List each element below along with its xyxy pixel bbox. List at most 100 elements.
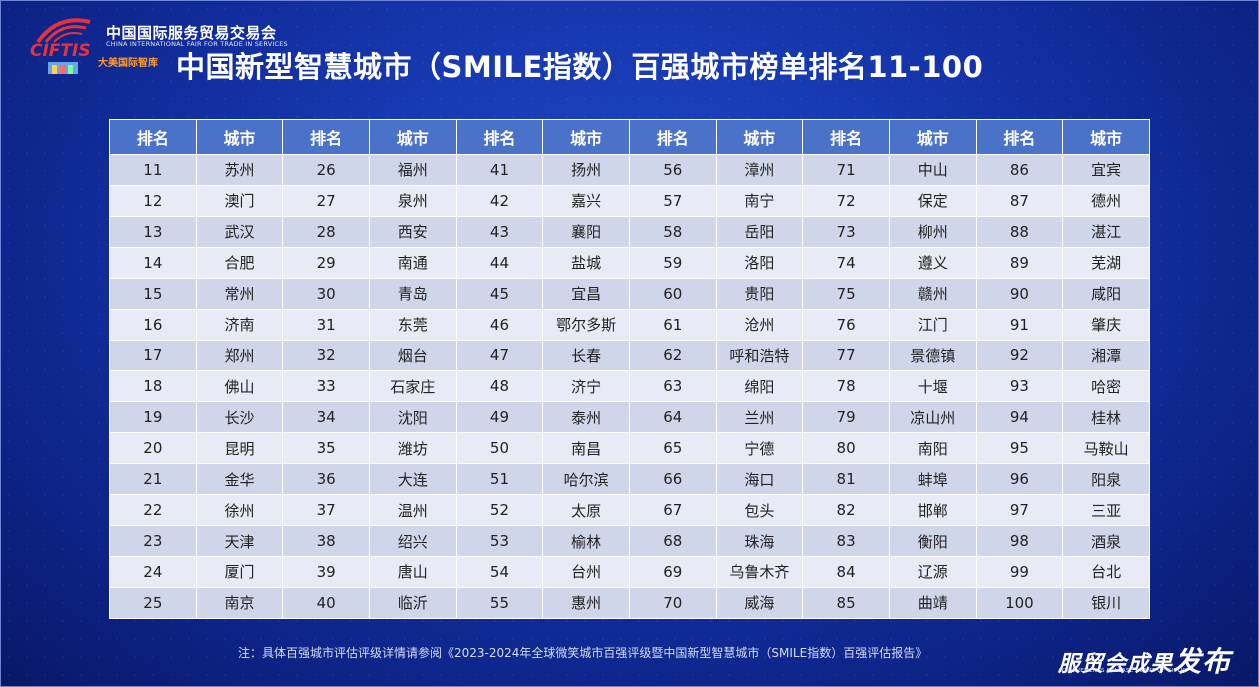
city-cell: 唐山: [368, 555, 457, 588]
city-cell: 哈密: [1062, 370, 1150, 403]
city-cell: 凉山州: [888, 401, 977, 434]
rank-cell: 56: [628, 154, 717, 186]
rank-cell: 12: [109, 184, 197, 217]
city-cell: 湛江: [1062, 215, 1150, 248]
city-cell: 洛阳: [715, 246, 804, 279]
rank-cell: 19: [109, 401, 197, 434]
rank-cell: 22: [109, 494, 197, 527]
rank-cell: 41: [455, 154, 544, 186]
city-cell: 桂林: [1062, 401, 1150, 434]
city-cell: 芜湖: [1062, 246, 1150, 279]
city-cell: 台北: [1062, 555, 1150, 588]
rank-cell: 58: [628, 215, 717, 248]
city-cell: 贵阳: [715, 277, 804, 310]
footnote: 注：具体百强城市评估评级详情请参阅《2023-2024年全球微笑城市百强评级暨中…: [238, 646, 928, 660]
table-row: 18 佛山 33 石家庄 48 济宁 63 绵阳 78 十堰 93 哈密: [109, 370, 1150, 403]
column-header-city: 城市: [195, 119, 284, 155]
city-cell: 十堰: [888, 370, 977, 403]
city-cell: 马鞍山: [1062, 432, 1150, 465]
city-cell: 榆林: [542, 525, 630, 557]
column-header-rank: 排名: [109, 119, 197, 155]
table-body: 11 苏州 26 福州 41 扬州 56 漳州 71 中山 86 宜宾 12 澳门 27 泉州 42 嘉兴 57 南宁…: [109, 154, 1150, 620]
column-header-rank: 排名: [802, 119, 890, 155]
rank-cell: 44: [455, 246, 544, 279]
city-cell: 澳门: [195, 184, 284, 217]
city-cell: 青岛: [368, 277, 457, 310]
rank-cell: 21: [109, 463, 197, 496]
org-name-en: CHINA INTERNATIONAL FAIR FOR TRADE IN SE…: [106, 40, 288, 48]
rank-cell: 81: [802, 463, 890, 496]
city-cell: 福州: [368, 154, 457, 186]
table-row: 15 常州 30 青岛 45 宜昌 60 贵阳 75 赣州 90 咸阳: [109, 277, 1150, 310]
city-cell: 南阳: [888, 432, 977, 465]
column-header-city: 城市: [715, 119, 804, 155]
column-header-city: 城市: [542, 119, 630, 155]
city-cell: 石家庄: [368, 370, 457, 403]
brand-text-emphasis: 发布: [1173, 645, 1232, 678]
table-row: 17 郑州 32 烟台 47 长春 62 呼和浩特 77 景德镇 92 湘潭: [109, 339, 1150, 372]
city-cell: 泰州: [542, 401, 630, 434]
city-cell: 合肥: [195, 246, 284, 279]
column-header-rank: 排名: [282, 119, 370, 155]
city-cell: 酒泉: [1062, 525, 1150, 557]
city-cell: 呼和浩特: [715, 339, 804, 372]
table-row: 23 天津 38 绍兴 53 榆林 68 珠海 83 衡阳 98 酒泉: [109, 525, 1150, 557]
city-cell: 襄阳: [542, 215, 630, 248]
rank-cell: 20: [109, 432, 197, 465]
rank-cell: 15: [109, 277, 197, 310]
rank-cell: 33: [282, 370, 370, 403]
city-cell: 徐州: [195, 494, 284, 527]
city-cell: 佛山: [195, 370, 284, 403]
rank-cell: 54: [455, 555, 544, 588]
city-cell: 郑州: [195, 339, 284, 372]
rank-cell: 36: [282, 463, 370, 496]
rank-cell: 17: [109, 339, 197, 372]
city-cell: 宜宾: [1062, 154, 1150, 186]
rank-cell: 51: [455, 463, 544, 496]
rank-cell: 74: [802, 246, 890, 279]
table-row: 16 济南 31 东莞 46 鄂尔多斯 61 沧州 76 江门 91 肇庆: [109, 308, 1150, 341]
city-cell: 赣州: [888, 277, 977, 310]
city-cell: 临沂: [368, 586, 457, 620]
rank-cell: 76: [802, 308, 890, 341]
city-cell: 大连: [368, 463, 457, 496]
brand-subtitle: ACHIEVEMENTS RELEASE EVENT OF CIFTIS: [1058, 668, 1187, 674]
ranking-table: 排名 城市 排名 城市 排名 城市 排名 城市 排名 城市 排名 城市 11 苏州 26 福州 41 扬州 56 漳…: [109, 119, 1150, 620]
rank-cell: 77: [802, 339, 890, 372]
rank-cell: 89: [975, 246, 1064, 279]
rank-cell: 24: [109, 555, 197, 588]
rank-cell: 43: [455, 215, 544, 248]
rank-cell: 92: [975, 339, 1064, 372]
column-header-city: 城市: [888, 119, 977, 155]
rank-cell: 16: [109, 308, 197, 341]
table-row: 25 南京 40 临沂 55 惠州 70 威海 85 曲靖 100 银川: [109, 586, 1150, 620]
rank-cell: 31: [282, 308, 370, 341]
rank-cell: 99: [975, 555, 1064, 588]
city-cell: 扬州: [542, 154, 630, 186]
city-cell: 曲靖: [888, 586, 977, 620]
rank-cell: 84: [802, 555, 890, 588]
city-cell: 阳泉: [1062, 463, 1150, 496]
rank-cell: 83: [802, 525, 890, 557]
rank-cell: 60: [628, 277, 717, 310]
rank-cell: 72: [802, 184, 890, 217]
rank-cell: 23: [109, 525, 197, 557]
city-cell: 台州: [542, 555, 630, 588]
rank-cell: 49: [455, 401, 544, 434]
city-cell: 南昌: [542, 432, 630, 465]
rank-cell: 87: [975, 184, 1064, 217]
city-cell: 宜昌: [542, 277, 630, 310]
rank-cell: 95: [975, 432, 1064, 465]
rank-cell: 25: [109, 586, 197, 620]
logo-text: CIFTIS: [30, 41, 91, 61]
rank-cell: 78: [802, 370, 890, 403]
city-cell: 潍坊: [368, 432, 457, 465]
rank-cell: 71: [802, 154, 890, 186]
table-row: 21 金华 36 大连 51 哈尔滨 66 海口 81 蚌埠 96 阳泉: [109, 463, 1150, 496]
rank-cell: 42: [455, 184, 544, 217]
rank-cell: 94: [975, 401, 1064, 434]
rank-cell: 61: [628, 308, 717, 341]
city-cell: 威海: [715, 586, 804, 620]
page-title: 中国新型智慧城市（SMILE指数）百强城市榜单排名11-100: [176, 50, 984, 84]
rank-cell: 64: [628, 401, 717, 434]
